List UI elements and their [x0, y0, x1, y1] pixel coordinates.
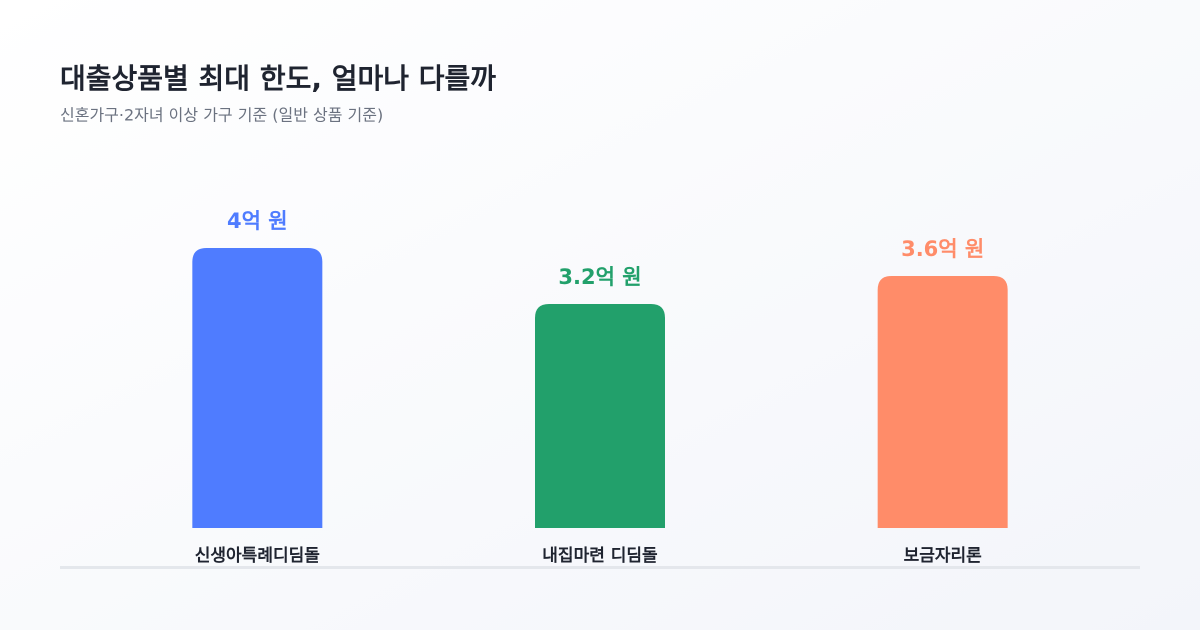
chart-subtitle: 신혼가구·2자녀 이상 가구 기준 (일반 상품 기준)	[60, 106, 383, 125]
bar	[192, 248, 323, 528]
chart-title: 대출상품별 최대 한도, 얼마나 다를까	[60, 62, 496, 95]
baseline	[60, 566, 1140, 569]
bar	[877, 276, 1008, 528]
x-tick-label: 보금자리론	[904, 546, 983, 566]
x-tick-label: 신생아특례디딤돌	[195, 546, 320, 566]
bar	[535, 304, 665, 528]
value-label: 3.6억 원	[901, 237, 984, 261]
value-label: 3.2억 원	[558, 265, 641, 289]
x-tick-label: 내집마련 디딤돌	[542, 546, 658, 566]
value-label: 4억 원	[227, 209, 288, 233]
